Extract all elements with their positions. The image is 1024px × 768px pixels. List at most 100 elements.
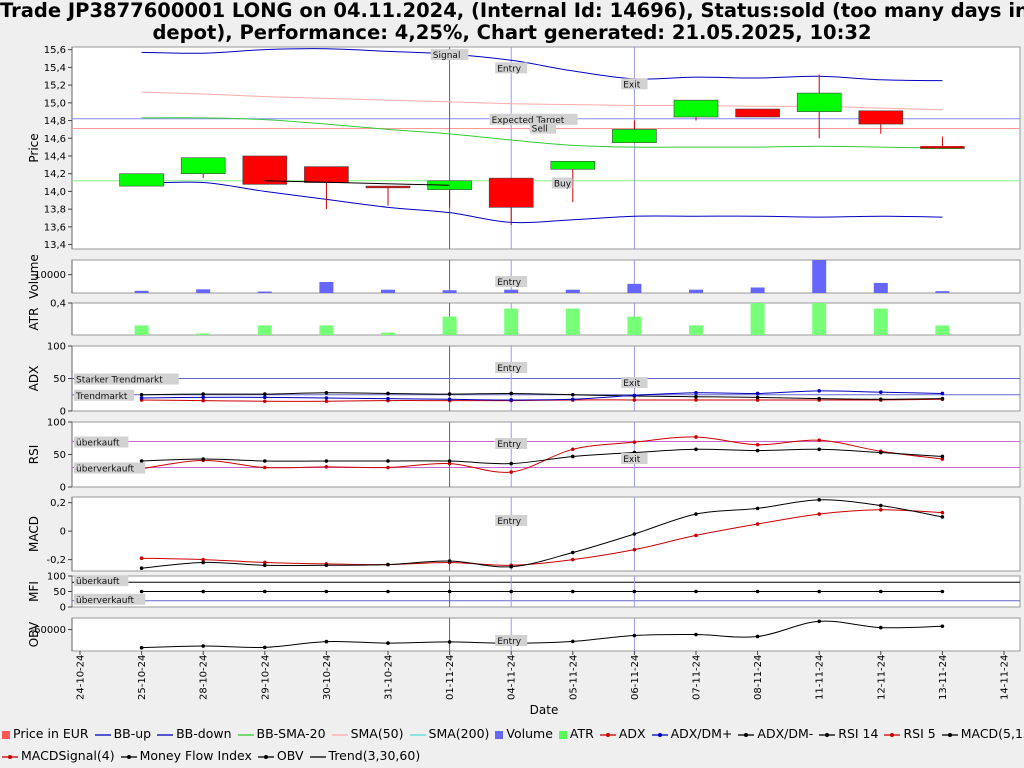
price-candle-body — [858, 110, 904, 125]
x-tick-label: 30-10-24 — [322, 655, 333, 700]
legend-item-label: RSI 5 — [903, 726, 936, 741]
volume-bar — [873, 282, 888, 293]
adx-dm-plus-series-point — [879, 390, 883, 394]
legend-item-label: SMA(50) — [350, 726, 404, 741]
mfi-series-point — [263, 589, 267, 594]
rsi14-series-point — [386, 459, 390, 463]
legend-swatch — [884, 732, 901, 737]
price-candle-body — [673, 99, 719, 118]
adx-dm-plus-series-point — [694, 391, 698, 395]
mfi-annotation-ueberverkauft-bg — [74, 593, 146, 605]
x-tick-label: 04-11-24 — [507, 655, 518, 700]
chart-canvas: 13,4 13,6 13,8 14,0 14,2 14,4 14,6 14,8 15,0 15,2… — [27, 45, 1021, 717]
chart-title: Trade JP3877600001 LONG on 04.11.2024, (… — [0, 0, 1024, 44]
x-tick-label: 14-11-24 — [1000, 655, 1011, 700]
legend-item: RSI 5 — [884, 723, 936, 745]
obv-series-point — [694, 632, 698, 637]
price-annotation-sell: Sell — [532, 125, 548, 135]
adx-dm-plus-series-point — [632, 393, 637, 398]
adx-dm-plus-series-point — [139, 396, 144, 400]
macd-signal-series-point — [201, 557, 205, 562]
volume-bar — [935, 291, 950, 293]
macd-signal-series-line — [141, 509, 943, 566]
legend-item: RSI 14 — [819, 723, 878, 745]
volume-annotation-entry: Entry — [497, 278, 522, 288]
mfi-series-point — [509, 589, 513, 594]
price-annotation-buy: Buy — [554, 180, 572, 190]
legend-swatch — [409, 733, 426, 736]
adx-y-tick-label: 50 — [53, 374, 66, 385]
price-candle-body — [180, 157, 226, 174]
adx-series-point — [694, 398, 698, 402]
obv-series-point — [201, 644, 205, 648]
volume-bar — [381, 289, 395, 293]
price-candle-body — [796, 92, 842, 112]
mfi-annotation-ueberverkauft: überverkauft — [76, 596, 135, 606]
adx-annotation-starker-trendmarkt: Starker Trendmarkt — [76, 376, 163, 386]
rsi5-series-point — [263, 465, 267, 470]
mfi-y-tick-label: 100 — [47, 572, 66, 583]
legend-row-1: Price in EUR BB-up BB-down BB-SMA-20 SMA(50)… — [0, 723, 1024, 745]
obv-series-point — [324, 639, 329, 644]
adx-annotation-exit-bg — [621, 377, 648, 388]
bb-sma20-series-line — [141, 117, 943, 149]
obv-series-point — [632, 633, 637, 638]
legend-swatch — [819, 732, 836, 737]
volume-bar — [812, 260, 827, 293]
legend-item: ADX — [599, 723, 646, 745]
obv-y-axis-label: OBV — [27, 621, 41, 647]
macd-series-point — [571, 550, 575, 555]
price-annotation-signal-bg — [430, 49, 469, 61]
legend-swatch — [237, 733, 254, 736]
macd-signal-series-point — [817, 512, 821, 516]
price-annotation-entry: Entry — [497, 64, 522, 74]
legend-item: MACD(5,13) — [941, 723, 1024, 745]
legend-item: OBV — [257, 745, 304, 767]
adx-dm-minus-series-point — [755, 395, 760, 400]
atr-bar — [257, 325, 272, 335]
macd-signal-series-point — [755, 522, 760, 526]
adx-dm-plus-series-point — [447, 397, 452, 402]
price-annotation-expected-target: Expected Target — [492, 116, 565, 126]
legend-swatch — [331, 733, 348, 736]
price-candle-body — [119, 173, 164, 187]
adx-dm-minus-series-point — [571, 392, 575, 397]
macd-series-point — [447, 559, 452, 563]
mfi-y-tick-label: 0 — [60, 603, 66, 614]
atr-bar — [627, 316, 642, 335]
price-annotation-exit: Exit — [623, 80, 641, 90]
volume-bar — [689, 289, 703, 293]
legend-item-label: BB-up — [113, 726, 152, 741]
macd-signal-series-point — [879, 508, 883, 512]
adx-dm-minus-series-point — [817, 396, 821, 401]
bb-down-series-line — [141, 181, 943, 224]
x-tick-label: 01-11-24 — [445, 655, 456, 700]
macd-annotation-entry: Entry — [497, 517, 522, 527]
mfi-annotation-ueberkauft: überkauft — [76, 577, 120, 587]
adx-series-point — [632, 398, 637, 402]
legend-swatch — [94, 733, 111, 736]
price-candle-body — [242, 155, 288, 185]
mfi-series-point — [386, 589, 390, 594]
mfi-series-point — [755, 589, 760, 594]
atr-bar — [689, 325, 703, 335]
legend-item: ADX/DM+ — [651, 723, 732, 745]
rsi5-series-point — [940, 457, 945, 461]
adx-y-tick-label: 0 — [60, 407, 66, 418]
adx-dm-plus-series-point — [201, 395, 205, 400]
rsi5-series-point — [755, 442, 760, 447]
rsi14-series-point — [139, 459, 144, 463]
atr-bar — [319, 325, 334, 335]
x-tick-label: 06-11-24 — [630, 655, 641, 700]
adx-series-point — [263, 399, 267, 404]
rsi5-series-point — [324, 465, 329, 469]
volume-bar — [319, 282, 334, 293]
mfi-y-axis-label: MFI — [27, 581, 41, 602]
adx-series-point — [324, 399, 329, 404]
macd-series-point — [940, 515, 945, 519]
price-candle-body — [365, 185, 411, 189]
volume-bar — [504, 289, 519, 293]
adx-dm-minus-series-point — [694, 394, 698, 399]
rsi-y-tick-label: 50 — [53, 450, 66, 461]
legend-item: MACDSignal(4) — [2, 745, 115, 767]
